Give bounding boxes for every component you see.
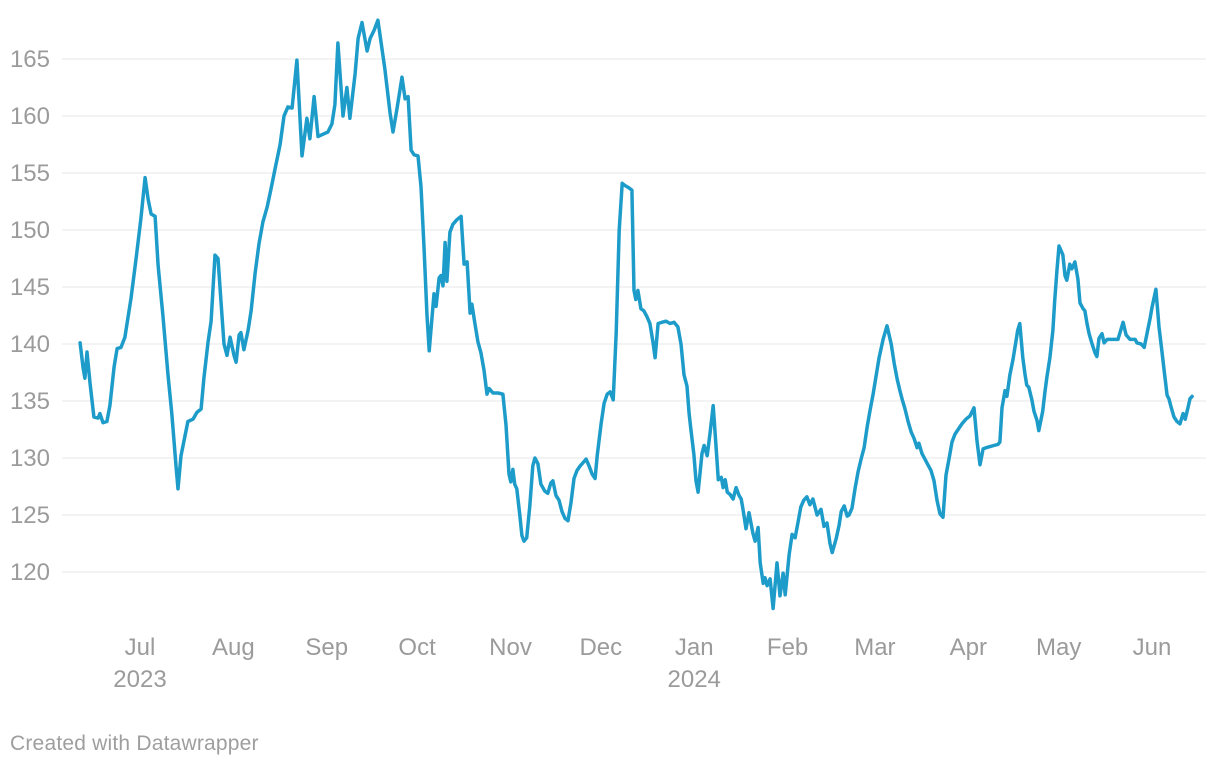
- y-tick-label: 135: [10, 388, 50, 415]
- y-tick-label: 155: [10, 160, 50, 187]
- x-tick-label: Feb: [767, 634, 808, 661]
- x-tick-label: Jun: [1133, 634, 1172, 661]
- y-tick-label: 120: [10, 559, 50, 586]
- y-tick-label: 125: [10, 502, 50, 529]
- x-tick-label: Apr: [950, 634, 987, 661]
- x-tick-label: Mar: [854, 634, 895, 661]
- y-tick-label: 150: [10, 217, 50, 244]
- x-tick-label: Nov: [489, 634, 532, 661]
- datawrapper-credit: Created with Datawrapper: [10, 732, 259, 755]
- y-tick-label: 165: [10, 46, 50, 73]
- data-line-price: [78, 18, 1194, 611]
- x-tick-label: Jan: [675, 634, 714, 661]
- y-tick-label: 160: [10, 103, 50, 130]
- x-tick-label: Oct: [398, 634, 436, 661]
- y-tick-label: 140: [10, 331, 50, 358]
- x-tick-label: Dec: [579, 634, 622, 661]
- x-tick-label: Aug: [212, 634, 255, 661]
- x-tick-label: Sep: [305, 634, 348, 661]
- y-tick-label: 130: [10, 445, 50, 472]
- x-tick-year-label: 2023: [113, 666, 166, 693]
- y-tick-label: 145: [10, 274, 50, 301]
- x-tick-label: Jul: [125, 634, 156, 661]
- x-tick-year-label: 2024: [668, 666, 721, 693]
- x-tick-label: May: [1036, 634, 1081, 661]
